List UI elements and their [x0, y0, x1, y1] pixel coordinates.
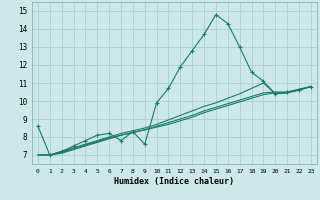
X-axis label: Humidex (Indice chaleur): Humidex (Indice chaleur) [115, 177, 234, 186]
